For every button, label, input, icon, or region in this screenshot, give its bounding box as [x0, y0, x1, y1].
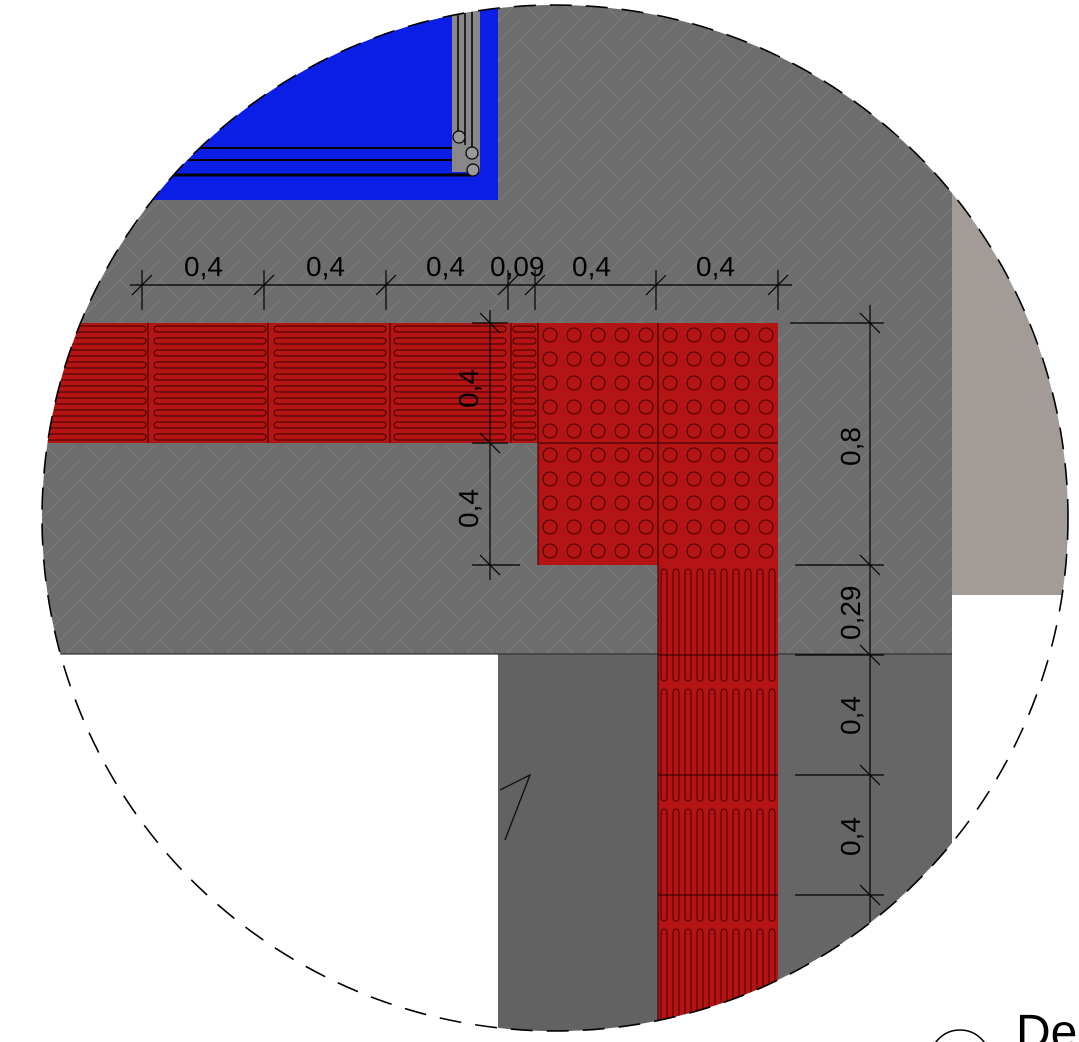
dim-top-1: 0,4	[184, 251, 223, 282]
wall-beige	[952, 190, 1068, 595]
dim-right-3: 0,4	[835, 696, 866, 735]
caption-text: De	[1016, 1006, 1077, 1042]
tactile-strip-horizontal-bars	[42, 323, 511, 443]
blank-lower-left	[42, 655, 532, 1031]
ramp-mark-2	[499, 773, 532, 841]
dim-top-3: 0,4	[426, 251, 465, 282]
detail-circle-outline	[41, 4, 1069, 1032]
railing-post-1	[452, 130, 466, 144]
dim-top-6: 0,4	[696, 251, 735, 282]
tactile-strip-vertical-bars	[658, 565, 778, 1031]
dim-top-2: 0,4	[306, 251, 345, 282]
pool-railing	[452, 5, 480, 172]
dim-left-1: 0,4	[453, 369, 484, 408]
dim-right-2: 0,29	[835, 586, 866, 641]
ramp-shade	[498, 654, 658, 1031]
dim-right-1: 0,8	[835, 427, 866, 466]
dims-left: 0,4 0,4	[453, 369, 484, 528]
tactile-strip-narrow-bars	[511, 323, 538, 443]
railing-post-2	[465, 146, 479, 160]
pool-water	[100, 5, 498, 200]
dim-top-5: 0,4	[572, 251, 611, 282]
caption-marker-circle	[935, 1029, 985, 1042]
blank-lower-right	[952, 595, 1068, 1031]
dims-top: 0,4 0,4 0,4 0,09 0,4 0,4	[184, 251, 735, 282]
dim-right-4: 0,4	[835, 817, 866, 856]
paving-cutout	[42, 443, 538, 445]
dim-left-2: 0,4	[453, 489, 484, 528]
railing-post-3	[466, 163, 480, 177]
tile-joints	[147, 323, 778, 1031]
dim-top-4: 0,09	[490, 251, 545, 282]
